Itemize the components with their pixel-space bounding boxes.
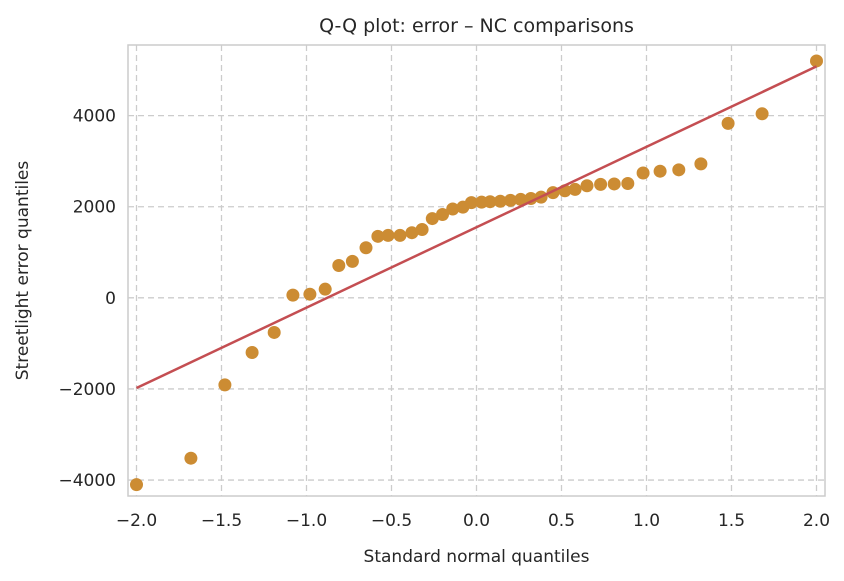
data-point xyxy=(446,202,460,216)
data-point xyxy=(393,228,407,242)
y-axis-label: Streetlight error quantiles xyxy=(13,161,33,381)
data-point xyxy=(345,254,359,268)
x-tick-label: −1.5 xyxy=(201,511,242,531)
data-point xyxy=(493,194,507,208)
data-point xyxy=(425,212,439,226)
data-point xyxy=(415,223,429,236)
data-point xyxy=(755,107,769,121)
y-tick-label: 2000 xyxy=(73,198,116,218)
data-point xyxy=(332,258,346,272)
data-point xyxy=(245,346,259,359)
data-point xyxy=(514,192,528,206)
x-tick-label: 1.0 xyxy=(633,511,660,531)
data-point xyxy=(568,182,582,196)
data-point xyxy=(130,478,143,492)
data-point xyxy=(267,325,281,339)
data-point xyxy=(504,193,517,207)
data-point xyxy=(653,164,667,178)
y-axis-ticks: −4000 −2000 0 2000 4000 xyxy=(58,107,116,491)
chart-title: Q-Q plot: error – NC comparisons xyxy=(319,15,634,37)
x-tick-label: −0.5 xyxy=(371,511,412,531)
data-point xyxy=(636,166,650,180)
y-tick-label: −4000 xyxy=(58,471,116,491)
data-point xyxy=(621,176,635,190)
x-tick-label: 0.0 xyxy=(463,511,490,531)
x-axis-ticks: −2.0 −1.5 −1.0 −0.5 0.0 0.5 1.0 1.5 2.0 xyxy=(116,511,830,531)
x-tick-label: −1.0 xyxy=(286,511,327,531)
data-point xyxy=(286,288,300,302)
data-point xyxy=(721,116,735,130)
data-point xyxy=(464,196,478,210)
y-tick-label: 0 xyxy=(105,289,116,309)
grid-lines xyxy=(128,45,825,496)
reference-line xyxy=(135,65,818,390)
x-tick-label: 2.0 xyxy=(803,511,830,531)
data-point xyxy=(436,207,449,221)
data-point xyxy=(218,378,232,392)
data-points xyxy=(130,54,823,492)
data-point xyxy=(303,287,317,301)
data-point xyxy=(580,179,594,193)
data-point xyxy=(405,226,419,240)
x-tick-label: 1.5 xyxy=(718,511,745,531)
data-point xyxy=(672,163,686,177)
data-point xyxy=(359,241,373,255)
data-point xyxy=(607,177,621,191)
data-point xyxy=(371,229,385,243)
data-point xyxy=(483,195,497,209)
data-point xyxy=(810,54,823,68)
x-tick-label: −2.0 xyxy=(116,511,157,531)
data-point xyxy=(184,451,198,465)
data-point xyxy=(594,177,608,191)
y-tick-label: −2000 xyxy=(58,380,116,400)
data-point xyxy=(318,282,332,296)
data-point xyxy=(381,228,395,242)
plot-area-frame xyxy=(127,44,826,497)
x-tick-label: 0.5 xyxy=(548,511,575,531)
data-point xyxy=(694,157,708,171)
x-axis-label: Standard normal quantiles xyxy=(364,547,590,567)
y-tick-label: 4000 xyxy=(73,107,116,127)
